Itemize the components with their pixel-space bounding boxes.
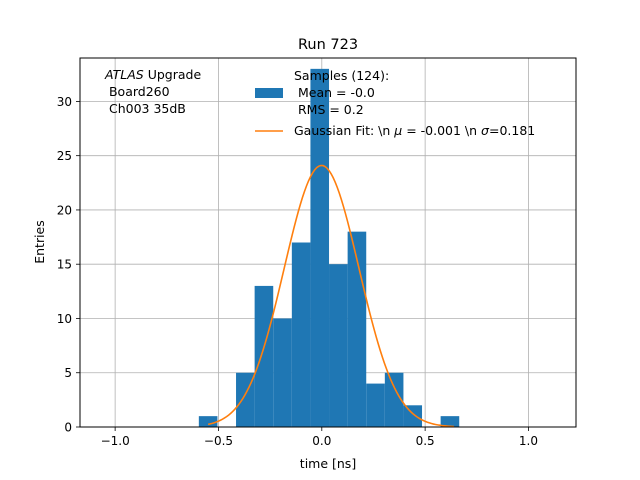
chart-title: Run 723 (298, 37, 358, 53)
gaussian-fit-curve (207, 164, 455, 428)
y-tick-label: 20 (57, 203, 72, 217)
x-tick-label: −0.5 (204, 434, 233, 448)
y-tick-label: 10 (57, 312, 72, 326)
x-tick-label: 0.0 (312, 434, 331, 448)
histogram-bars (198, 68, 460, 428)
x-tick-label: −1.0 (101, 434, 130, 448)
y-tick-label: 30 (57, 95, 72, 109)
histogram-bar (291, 242, 311, 427)
histogram-bar (254, 285, 274, 427)
legend-samples-line3: RMS = 0.2 (294, 102, 364, 117)
histogram-bar (310, 68, 330, 428)
board-label: Board260 (105, 84, 170, 99)
y-axis-ticks: 0 5 10 15 20 25 30 (57, 95, 80, 435)
x-tick-label: 0.5 (416, 434, 435, 448)
y-tick-label: 15 (57, 258, 72, 272)
legend-samples-swatch (255, 88, 283, 98)
histogram-bar (440, 416, 460, 427)
y-tick-label: 25 (57, 149, 72, 163)
y-tick-label: 0 (64, 421, 72, 435)
atlas-annotation: ATLAS Upgrade Board260 Ch003 35dB (104, 67, 201, 116)
legend: Samples (124): Mean = -0.0 RMS = 0.2 Gau… (255, 68, 535, 138)
legend-fit-label: Gaussian Fit: \n μ = -0.001 \n σ=0.181 (294, 123, 535, 138)
svg-text:ATLAS Upgrade: ATLAS Upgrade (104, 67, 201, 82)
histogram-bar (273, 318, 292, 427)
plot-frame (79, 57, 577, 428)
histogram-bar (366, 383, 385, 427)
y-tick-label: 5 (64, 366, 72, 380)
histogram-bar (329, 264, 348, 427)
y-axis-label: Entries (32, 220, 47, 264)
x-tick-label: 1.0 (519, 434, 538, 448)
x-axis-ticks: −1.0 −0.5 0.0 0.5 1.0 (101, 427, 538, 448)
atlas-label: ATLAS (104, 67, 144, 82)
channel-label: Ch003 35dB (105, 101, 186, 116)
legend-samples-line1: Samples (124): (294, 68, 389, 83)
x-axis-label: time [ns] (300, 456, 356, 471)
histogram-bar (403, 405, 423, 427)
histogram-bar (384, 372, 404, 427)
upgrade-label: Upgrade (144, 67, 202, 82)
legend-samples-line2: Mean = -0.0 (294, 85, 375, 100)
histogram-bar (198, 416, 218, 427)
